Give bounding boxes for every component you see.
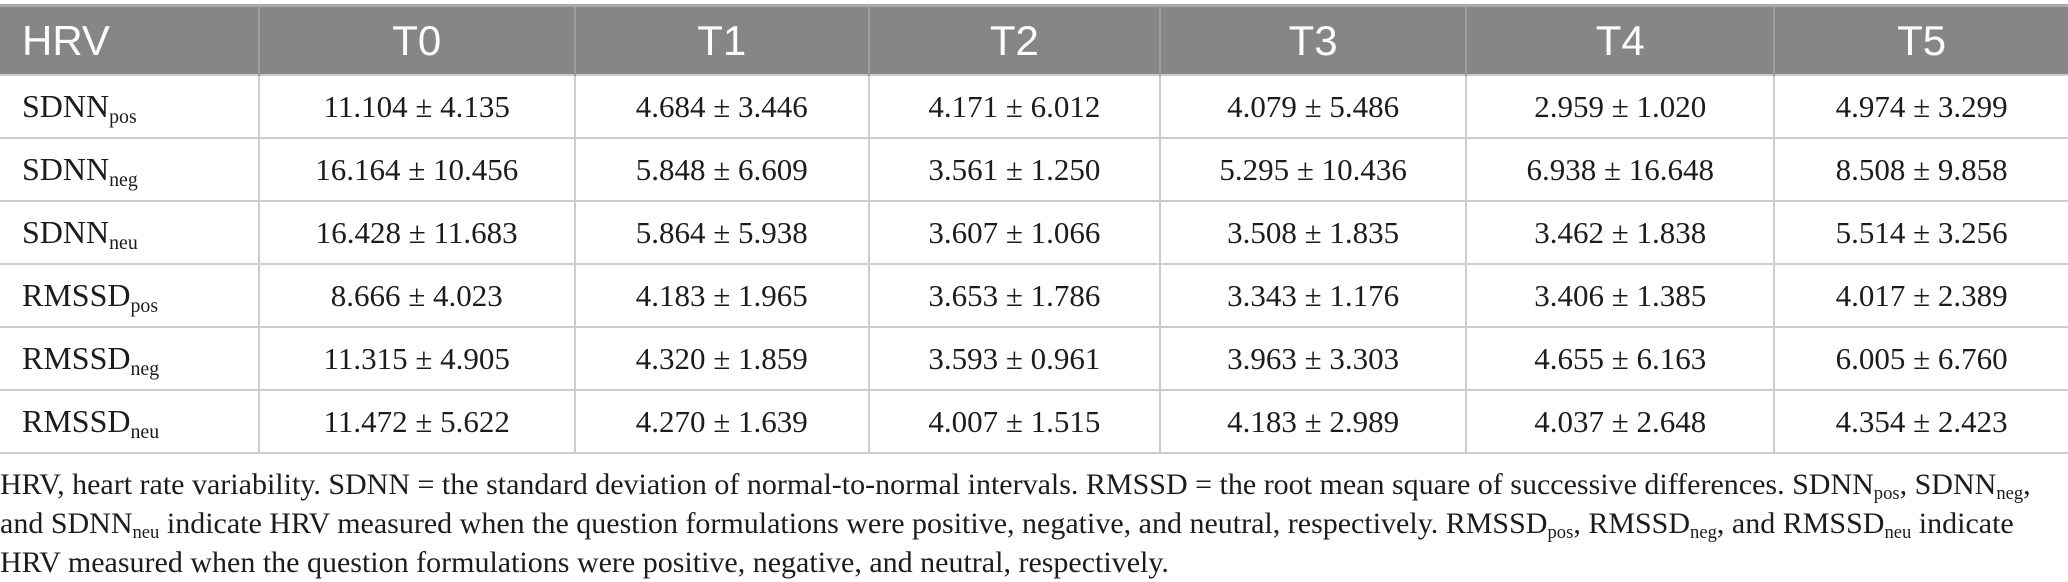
value-cell: 2.959 ± 1.020 [1465,74,1776,139]
value-cell: 4.974 ± 3.299 [1773,74,2068,139]
value-cell: 3.653 ± 1.786 [867,263,1162,328]
value-cell: 6.938 ± 16.648 [1465,137,1776,202]
value-cell: 8.508 ± 9.858 [1773,137,2068,202]
value-cell: 4.037 ± 2.648 [1465,389,1776,454]
column-header-t2: T2 [867,4,1161,75]
column-header-t4: T4 [1465,4,1775,75]
table-body: SDNNpos 11.104 ± 4.135 4.684 ± 3.446 4.171 … [0,74,2068,454]
value-cell: 5.848 ± 6.609 [573,137,870,202]
value-cell: 4.183 ± 1.965 [573,263,870,328]
value-cell: 4.655 ± 6.163 [1465,326,1776,391]
row-label-rmssd-neg: RMSSDneg [0,326,260,391]
table-row: RMSSDneu 11.472 ± 5.622 4.270 ± 1.639 4.007… [0,389,2068,454]
value-cell: 11.315 ± 4.905 [257,326,576,391]
value-cell: 3.343 ± 1.176 [1159,263,1468,328]
value-cell: 3.462 ± 1.838 [1465,200,1776,265]
row-label-rmssd-neu: RMSSDneu [0,389,260,454]
value-cell: 4.007 ± 1.515 [867,389,1162,454]
value-cell: 3.593 ± 0.961 [867,326,1162,391]
value-cell: 16.428 ± 11.683 [257,200,576,265]
value-cell: 3.561 ± 1.250 [867,137,1162,202]
value-cell: 11.104 ± 4.135 [257,74,576,139]
table-header: HRV T0 T1 T2 T3 T4 T5 [0,4,2068,75]
hrv-table: HRV T0 T1 T2 T3 T4 T5 SDNNpos 11.104 ± 4.135 4.6… [0,4,2068,454]
column-header-t0: T0 [257,4,575,75]
table-row: RMSSDneg 11.315 ± 4.905 4.320 ± 1.859 3.593… [0,326,2068,391]
value-cell: 5.514 ± 3.256 [1773,200,2068,265]
value-cell: 4.684 ± 3.446 [573,74,870,139]
column-header-t1: T1 [573,4,869,75]
footnote: HRV, heart rate variability. SDNN = the … [0,468,2031,579]
value-cell: 5.864 ± 5.938 [573,200,870,265]
table-row: RMSSDpos 8.666 ± 4.023 4.183 ± 1.965 3.653 … [0,263,2068,328]
value-cell: 3.963 ± 3.303 [1159,326,1468,391]
row-label-sdnn-neg: SDNNneg [0,137,260,202]
column-header-t3: T3 [1159,4,1467,75]
value-cell: 6.005 ± 6.760 [1773,326,2068,391]
value-cell: 4.270 ± 1.639 [573,389,870,454]
value-cell: 4.320 ± 1.859 [573,326,870,391]
table-row: SDNNneg 16.164 ± 10.456 5.848 ± 6.609 3.561… [0,137,2068,202]
row-label-sdnn-neu: SDNNneu [0,200,260,265]
row-label-sdnn-pos: SDNNpos [0,74,260,139]
value-cell: 4.017 ± 2.389 [1773,263,2068,328]
row-label-rmssd-pos: RMSSDpos [0,263,260,328]
value-cell: 4.354 ± 2.423 [1773,389,2068,454]
table-row: SDNNneu 16.428 ± 11.683 5.864 ± 5.938 3.607… [0,200,2068,265]
value-cell: 8.666 ± 4.023 [257,263,576,328]
header-row: HRV T0 T1 T2 T3 T4 T5 [0,4,2068,75]
column-header-t5: T5 [1773,4,2068,75]
value-cell: 4.171 ± 6.012 [867,74,1162,139]
value-cell: 5.295 ± 10.436 [1159,137,1468,202]
value-cell: 3.607 ± 1.066 [867,200,1162,265]
value-cell: 3.508 ± 1.835 [1159,200,1468,265]
value-cell: 4.183 ± 2.989 [1159,389,1468,454]
value-cell: 11.472 ± 5.622 [257,389,576,454]
value-cell: 16.164 ± 10.456 [257,137,576,202]
value-cell: 3.406 ± 1.385 [1465,263,1776,328]
value-cell: 4.079 ± 5.486 [1159,74,1468,139]
column-header-hrv: HRV [0,4,259,75]
table-row: SDNNpos 11.104 ± 4.135 4.684 ± 3.446 4.171 … [0,74,2068,139]
